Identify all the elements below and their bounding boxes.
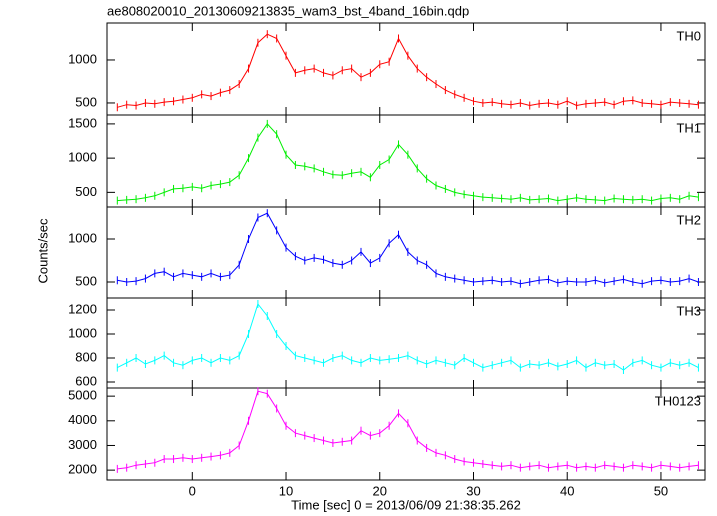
y-tick-label: 1500 xyxy=(68,115,97,130)
y-tick-label: 3000 xyxy=(68,437,97,452)
y-tick-label: 4000 xyxy=(68,412,97,427)
panel-label: TH1 xyxy=(676,120,701,135)
y-axis-label: Counts/sec xyxy=(35,218,50,284)
panel-label: TH0123 xyxy=(655,393,701,408)
y-tick-label: 500 xyxy=(75,184,97,199)
panel-frame xyxy=(106,206,706,299)
data-line xyxy=(117,302,699,371)
panel-frame xyxy=(106,114,706,208)
y-tick-label: 1000 xyxy=(68,325,97,340)
panel-frame xyxy=(106,297,706,389)
y-tick-label: 500 xyxy=(75,273,97,288)
y-tick-label: 2000 xyxy=(68,462,97,477)
panel-frame xyxy=(106,387,706,481)
data-line xyxy=(117,33,699,108)
y-tick-label: 1000 xyxy=(68,51,97,66)
panel-label: TH3 xyxy=(676,303,701,318)
y-tick-label: 600 xyxy=(75,373,97,388)
chart-title: ae808020010_20130609213835_wam3_bst_4ban… xyxy=(107,3,469,18)
panel-label: TH0 xyxy=(676,28,701,43)
y-tick-label: 500 xyxy=(75,94,97,109)
x-tick-label: 50 xyxy=(654,483,668,498)
panel-label: TH2 xyxy=(676,212,701,227)
panel-frame xyxy=(106,22,706,116)
y-tick-label: 800 xyxy=(75,349,97,364)
y-tick-label: 5000 xyxy=(68,388,97,403)
y-tick-label: 1000 xyxy=(68,230,97,245)
data-line xyxy=(117,123,699,202)
y-tick-label: 1200 xyxy=(68,301,97,316)
x-tick-label: 20 xyxy=(373,483,387,498)
x-axis-label: Time [sec] 0 = 2013/06/09 21:38:35.262 xyxy=(291,497,521,512)
x-tick-label: 10 xyxy=(279,483,293,498)
y-tick-label: 1000 xyxy=(68,150,97,165)
x-tick-label: 40 xyxy=(560,483,574,498)
x-tick-label: 30 xyxy=(466,483,480,498)
data-line xyxy=(117,390,699,470)
x-tick-label: 0 xyxy=(189,483,196,498)
